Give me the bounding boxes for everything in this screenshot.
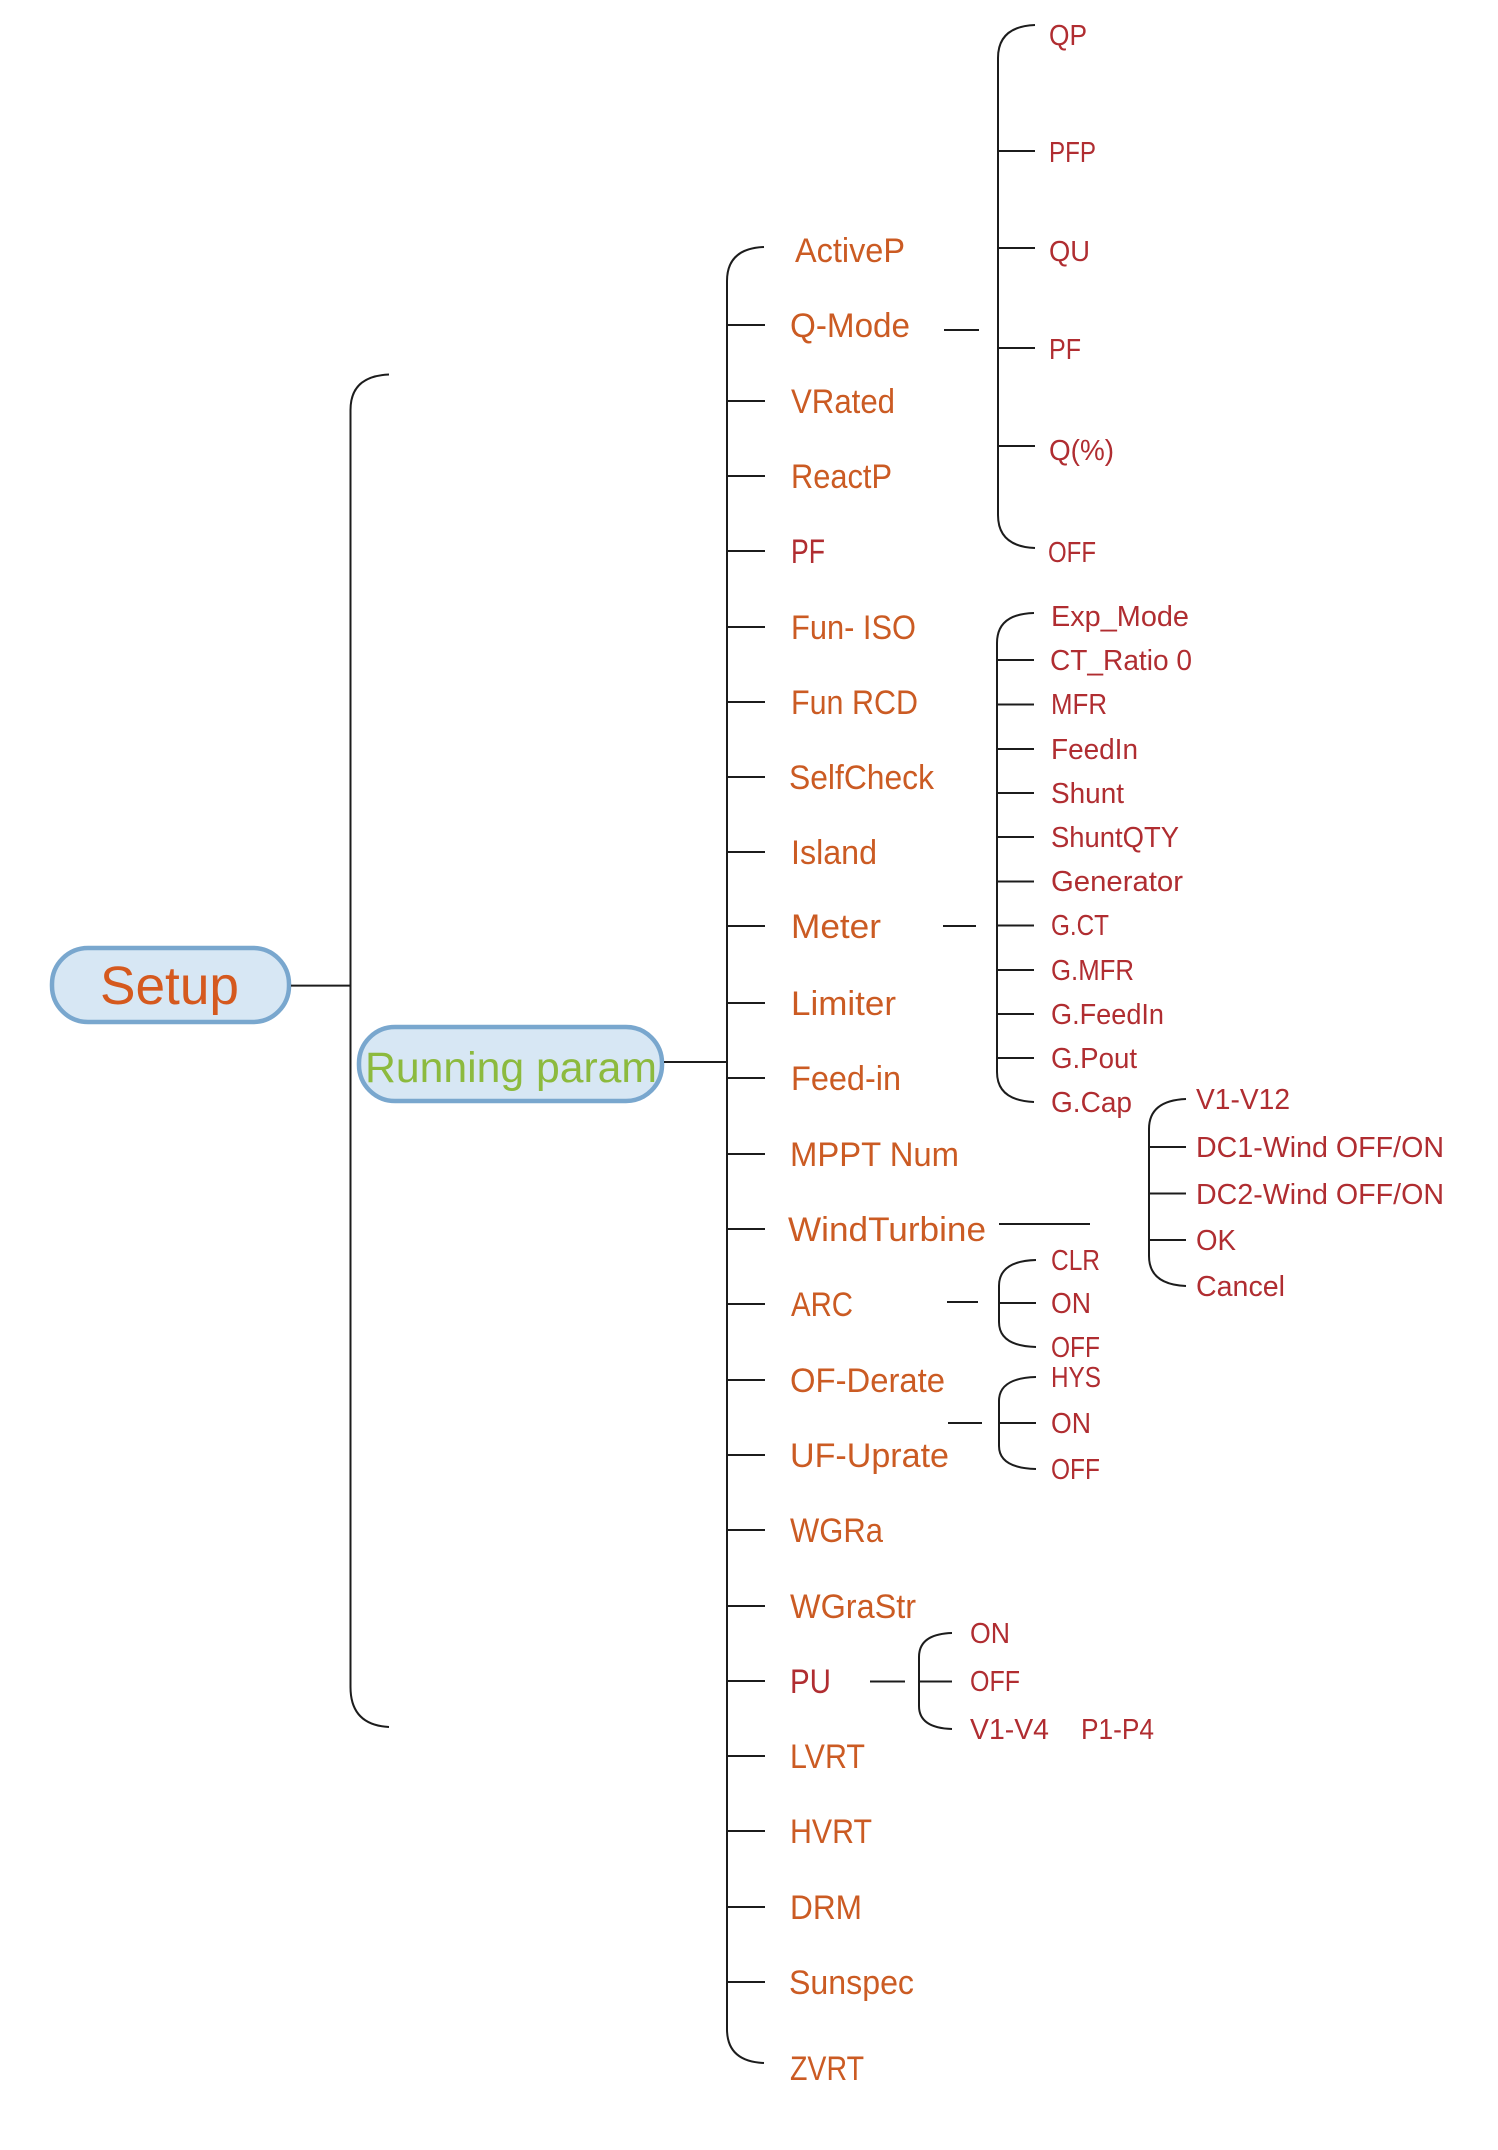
svg-text:ON: ON [1051, 1408, 1091, 1440]
svg-text:HVRT: HVRT [790, 1813, 872, 1851]
svg-text:OFF: OFF [1051, 1332, 1100, 1364]
svg-text:CLR: CLR [1051, 1245, 1100, 1277]
svg-text:WindTurbine: WindTurbine [788, 1211, 986, 1249]
svg-text:PFP: PFP [1049, 137, 1096, 169]
svg-text:G.CT: G.CT [1051, 910, 1109, 942]
svg-text:CT_Ratio 0: CT_Ratio 0 [1050, 645, 1192, 677]
svg-text:MFR: MFR [1051, 689, 1107, 721]
svg-text:Meter: Meter [791, 908, 881, 946]
svg-text:PU: PU [790, 1663, 831, 1701]
svg-text:P1-P4: P1-P4 [1081, 1714, 1154, 1746]
svg-text:G.MFR: G.MFR [1051, 955, 1134, 987]
svg-text:Running param: Running param [365, 1044, 657, 1092]
svg-text:Setup: Setup [100, 956, 239, 1016]
svg-text:Island: Island [791, 834, 877, 872]
svg-text:Feed-in: Feed-in [791, 1060, 901, 1098]
svg-text:ON: ON [1051, 1288, 1091, 1320]
svg-text:FeedIn: FeedIn [1051, 734, 1138, 766]
svg-text:OF-Derate: OF-Derate [790, 1362, 945, 1400]
svg-text:OK: OK [1196, 1225, 1237, 1257]
svg-text:DC1-Wind OFF/ON: DC1-Wind OFF/ON [1196, 1132, 1444, 1164]
svg-text:Shunt: Shunt [1051, 778, 1124, 810]
svg-text:PF: PF [1049, 334, 1081, 366]
svg-text:ShuntQTY: ShuntQTY [1051, 822, 1179, 854]
svg-text:OFF: OFF [970, 1666, 1020, 1698]
svg-text:Q-Mode: Q-Mode [790, 307, 910, 345]
svg-text:LVRT: LVRT [790, 1738, 865, 1776]
svg-text:Cancel: Cancel [1196, 1271, 1285, 1303]
svg-text:QP: QP [1049, 20, 1087, 52]
svg-text:V1-V12: V1-V12 [1196, 1084, 1290, 1116]
svg-text:G.FeedIn: G.FeedIn [1051, 999, 1164, 1031]
svg-text:MPPT Num: MPPT Num [790, 1136, 959, 1174]
svg-text:ON: ON [970, 1618, 1010, 1650]
svg-text:DRM: DRM [790, 1889, 862, 1927]
svg-text:DC2-Wind OFF/ON: DC2-Wind OFF/ON [1196, 1179, 1444, 1211]
svg-text:Exp_Mode: Exp_Mode [1051, 601, 1189, 633]
svg-text:WGraStr: WGraStr [790, 1588, 916, 1626]
svg-text:WGRa: WGRa [790, 1512, 883, 1550]
svg-text:ZVRT: ZVRT [790, 2050, 864, 2088]
svg-text:Generator: Generator [1051, 866, 1183, 898]
svg-text:SelfCheck: SelfCheck [789, 759, 935, 797]
svg-text:Limiter: Limiter [791, 985, 896, 1023]
svg-text:ARC: ARC [791, 1286, 853, 1324]
svg-text:OFF: OFF [1048, 537, 1096, 569]
svg-text:OFF: OFF [1051, 1454, 1100, 1486]
svg-text:V1-V4: V1-V4 [970, 1714, 1049, 1746]
svg-text:ReactP: ReactP [791, 458, 892, 496]
svg-text:UF-Uprate: UF-Uprate [790, 1437, 949, 1475]
svg-text:Fun RCD: Fun RCD [791, 684, 918, 722]
svg-text:PF: PF [791, 533, 825, 571]
svg-text:G.Pout: G.Pout [1051, 1043, 1137, 1075]
svg-text:HYS: HYS [1051, 1362, 1101, 1394]
svg-text:ActiveP: ActiveP [795, 232, 905, 270]
svg-text:QU: QU [1049, 236, 1090, 268]
svg-text:Sunspec: Sunspec [789, 1964, 914, 2002]
svg-text:G.Cap: G.Cap [1051, 1087, 1132, 1119]
svg-text:Q(%): Q(%) [1049, 435, 1114, 467]
svg-text:VRated: VRated [791, 383, 895, 421]
svg-text:Fun- ISO: Fun- ISO [791, 609, 916, 647]
